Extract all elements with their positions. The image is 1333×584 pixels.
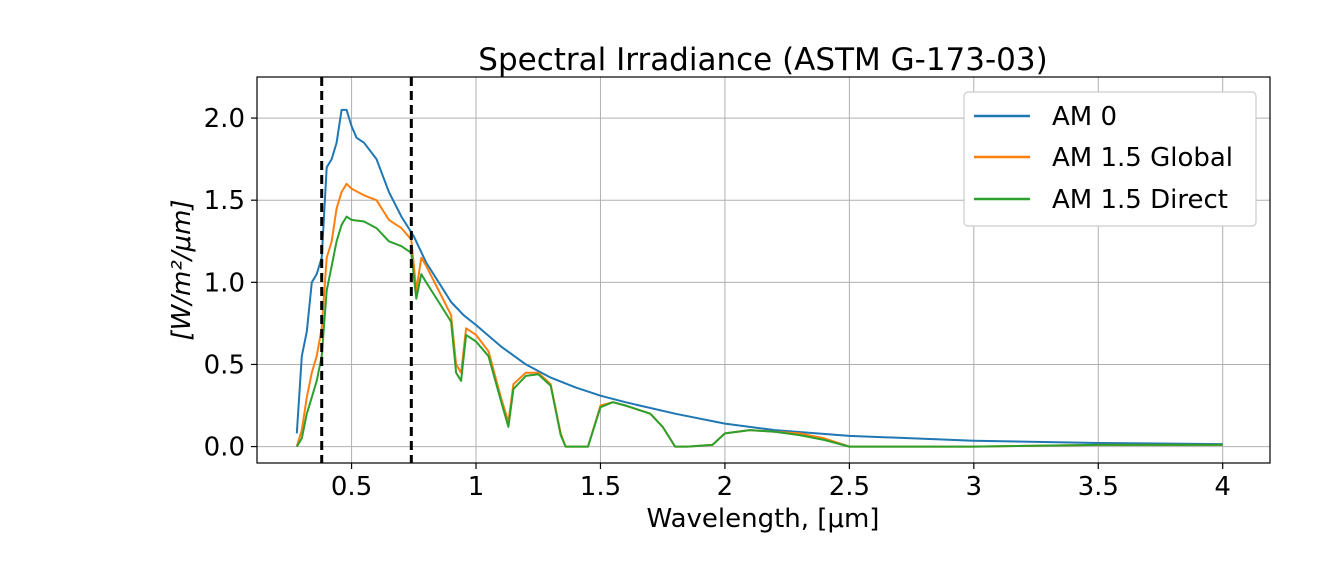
- x-axis-label: Wavelength, [μm]: [647, 504, 880, 534]
- y-axis-ticks: 0.0 0.5 1.0 1.5 2.0: [204, 104, 257, 463]
- x-tick-label: 3.5: [1078, 472, 1119, 502]
- legend-box: [963, 91, 1257, 227]
- series-am15-direct-line: [295, 215, 1223, 448]
- x-tick-label: 1: [468, 472, 485, 502]
- legend-label-am15-direct: AM 1.5 Direct: [1052, 185, 1228, 215]
- x-tick-label: 3: [966, 472, 983, 502]
- x-tick-label: 0.5: [331, 472, 372, 502]
- x-tick-label: 4: [1214, 472, 1231, 502]
- x-axis-ticks: 0.5 1 1.5 2 2.5 3 3.5 4: [331, 463, 1231, 502]
- series-am0-line: [295, 108, 1223, 446]
- chart-title: Spectral Irradiance (ASTM G-173-03): [478, 42, 1047, 78]
- y-tick-label: 0.0: [204, 433, 245, 463]
- y-tick-label: 1.5: [204, 186, 245, 216]
- legend-label-am15-global: AM 1.5 Global: [1052, 143, 1233, 173]
- x-tick-label: 2: [717, 472, 734, 502]
- y-tick-label: 0.5: [204, 350, 245, 380]
- x-tick-label: 2.5: [829, 472, 870, 502]
- y-axis-label: [W/m²/μm]: [167, 199, 197, 340]
- y-tick-label: 2.0: [204, 104, 245, 134]
- legend: AM 0 AM 1.5 Global AM 1.5 Direct: [963, 91, 1257, 227]
- x-tick-label: 1.5: [580, 472, 621, 502]
- series-lines: [295, 108, 1223, 448]
- legend-label-am0: AM 0: [1052, 102, 1117, 132]
- dashed-reference-lines: [320, 77, 413, 463]
- y-tick-label: 1.0: [204, 268, 245, 298]
- plot-frame: [256, 76, 1271, 464]
